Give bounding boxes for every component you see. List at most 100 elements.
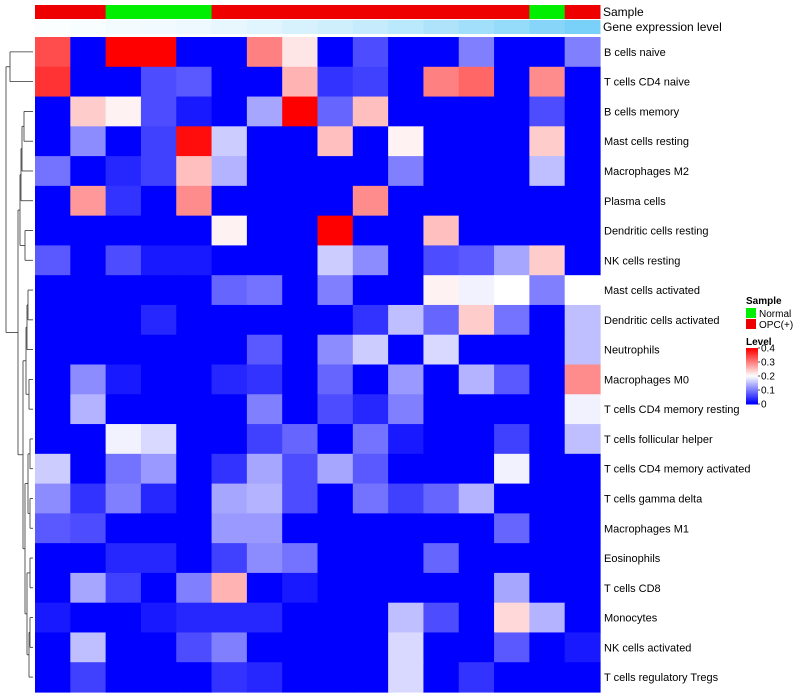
heatmap-cell bbox=[458, 185, 495, 217]
heatmap-cell bbox=[246, 632, 283, 663]
heatmap-cell bbox=[317, 662, 354, 693]
heatmap-cell bbox=[282, 304, 319, 336]
row-label: Macrophages M2 bbox=[604, 166, 689, 178]
heatmap-cell bbox=[529, 453, 566, 485]
heatmap-cell bbox=[70, 424, 107, 455]
heatmap-cell bbox=[458, 483, 495, 514]
heatmap-cell bbox=[423, 364, 460, 395]
heatmap-cell bbox=[494, 66, 530, 98]
heatmap-cell bbox=[564, 334, 601, 366]
heatmap-cell bbox=[211, 66, 248, 98]
heatmap-cell bbox=[282, 37, 319, 68]
heatmap-cell bbox=[494, 483, 530, 514]
sample-annotation-cell bbox=[423, 5, 460, 19]
heatmap-cell bbox=[458, 662, 495, 693]
heatmap-cell bbox=[70, 275, 107, 306]
row-label: Plasma cells bbox=[604, 196, 666, 208]
heatmap-cell bbox=[35, 126, 71, 157]
heatmap-cell bbox=[246, 364, 283, 395]
heatmap-cell bbox=[70, 304, 107, 336]
heatmap-cell bbox=[35, 156, 71, 187]
heatmap-cell bbox=[35, 424, 71, 455]
heatmap-cell bbox=[35, 66, 71, 98]
heatmap-cell bbox=[352, 364, 389, 395]
heatmap-cell bbox=[352, 662, 389, 693]
heatmap-cell bbox=[494, 215, 530, 247]
heatmap-cell bbox=[70, 543, 107, 574]
heatmap-cell bbox=[105, 453, 142, 485]
heatmap-cell bbox=[388, 126, 425, 157]
heatmap-cell bbox=[317, 96, 354, 127]
heatmap-cell bbox=[458, 215, 495, 247]
heatmap-cell bbox=[352, 245, 389, 276]
heatmap-cell bbox=[564, 126, 601, 157]
heatmap-cell bbox=[458, 394, 495, 425]
heatmap-cell bbox=[352, 215, 389, 247]
heatmap-cell bbox=[317, 275, 354, 306]
legend-colorbar-segment bbox=[746, 364, 758, 367]
heatmap-cell bbox=[211, 156, 248, 187]
heatmap-cell bbox=[423, 275, 460, 306]
heatmap-cell bbox=[317, 304, 354, 336]
heatmap-cell bbox=[458, 632, 495, 663]
heatmap-cell bbox=[105, 543, 142, 574]
heatmap-cell bbox=[564, 245, 601, 276]
heatmap-cell bbox=[70, 334, 107, 366]
heatmap-cell bbox=[35, 572, 71, 604]
legend-colorbar-segment bbox=[746, 392, 758, 395]
legend-sample-swatch bbox=[746, 308, 756, 318]
legend-colorbar-segment bbox=[746, 390, 758, 392]
heatmap-cell bbox=[423, 602, 460, 634]
legend-colorbar-segment bbox=[746, 385, 758, 388]
heatmap-cell bbox=[70, 66, 107, 98]
heatmap-cell bbox=[352, 453, 389, 485]
heatmap-cell bbox=[246, 304, 283, 336]
legend-colorbar-segment bbox=[746, 370, 758, 373]
heatmap-cell bbox=[352, 304, 389, 336]
heatmap-cell bbox=[317, 602, 354, 634]
expression-annotation-cell bbox=[211, 20, 248, 34]
legend-colorbar-segment bbox=[746, 374, 758, 377]
heatmap-cell bbox=[211, 37, 248, 68]
heatmap-cell bbox=[423, 96, 460, 127]
heatmap-cell bbox=[564, 572, 601, 604]
heatmap-cell bbox=[176, 215, 213, 247]
heatmap-cell bbox=[317, 215, 354, 247]
heatmap-cell bbox=[388, 364, 425, 395]
expression-annotation-cell bbox=[529, 20, 566, 34]
expression-annotation-bar bbox=[35, 20, 601, 34]
heatmap-cell bbox=[282, 215, 319, 247]
heatmap-cell bbox=[105, 394, 142, 425]
heatmap-cell bbox=[494, 275, 530, 306]
heatmap-cell bbox=[564, 96, 601, 127]
legend-colorbar-segment bbox=[746, 362, 758, 364]
heatmap-cell bbox=[35, 304, 71, 336]
heatmap-cell bbox=[423, 424, 460, 455]
heatmap-cell bbox=[458, 156, 495, 187]
heatmap-cell bbox=[140, 96, 177, 127]
heatmap-cell bbox=[246, 602, 283, 634]
heatmap-cell bbox=[140, 662, 177, 693]
legend-colorbar-segment bbox=[746, 387, 758, 390]
heatmap-cell bbox=[211, 304, 248, 336]
heatmap-cell bbox=[388, 602, 425, 634]
heatmap-cell bbox=[70, 513, 107, 544]
heatmap-cell bbox=[352, 66, 389, 98]
legend-colorbar-segment bbox=[746, 355, 758, 357]
heatmap-cell bbox=[140, 215, 177, 247]
heatmap-cell bbox=[176, 424, 213, 455]
sample-annotation-cell bbox=[282, 5, 318, 19]
heatmap-cell bbox=[176, 364, 213, 395]
row-label: T cells CD4 memory resting bbox=[604, 404, 740, 416]
legend-sample-label: Normal bbox=[759, 309, 791, 320]
heatmap-cell bbox=[211, 215, 248, 247]
row-label: T cells regulatory Tregs bbox=[604, 672, 719, 684]
heatmap-cell bbox=[211, 126, 248, 157]
heatmap-cell bbox=[458, 245, 495, 276]
heatmap-cell bbox=[317, 126, 354, 157]
heatmap-cell bbox=[246, 96, 283, 127]
heatmap-cell bbox=[35, 364, 71, 395]
heatmap-cell bbox=[35, 602, 71, 634]
sample-annotation-cell bbox=[317, 5, 354, 19]
